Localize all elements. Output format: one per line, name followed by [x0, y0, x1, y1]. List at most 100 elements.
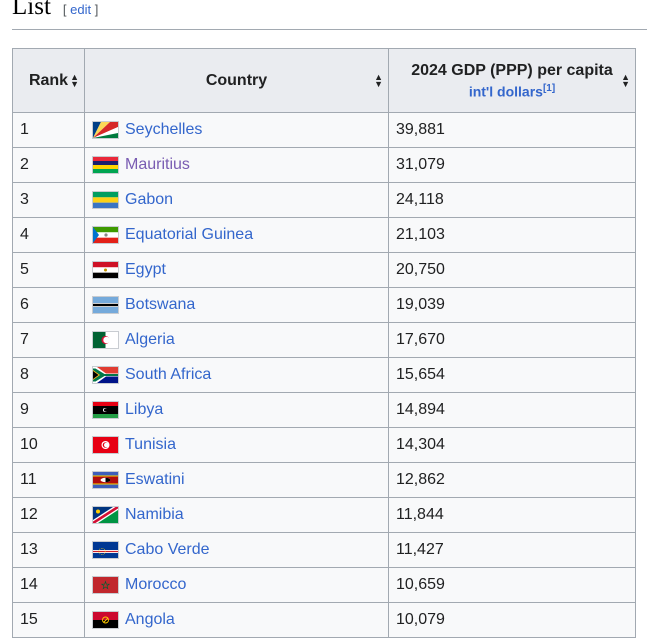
country-entry: Namibia	[92, 506, 381, 524]
country-cell: South Africa	[85, 358, 389, 393]
gdp-ranking-table: Rank ▲▼ Country ▲▼ 2024 GDP (PPP) per ca…	[12, 48, 636, 638]
edit-bracket-open: [	[63, 2, 67, 17]
country-link[interactable]: Gabon	[125, 191, 173, 209]
country-link[interactable]: Equatorial Guinea	[125, 226, 253, 244]
rank-cell: 15	[13, 603, 85, 638]
country-header-label: Country	[206, 72, 267, 89]
gdp-value-cell: 11,844	[389, 498, 636, 533]
country-link[interactable]: Tunisia	[125, 436, 176, 454]
sort-arrows-icon[interactable]: ▲▼	[374, 74, 383, 88]
seychelles-flag-icon[interactable]	[92, 121, 119, 139]
rank-cell: 7	[13, 323, 85, 358]
table-row: 15 Angola 10,079	[13, 603, 636, 638]
country-entry: Gabon	[92, 191, 381, 209]
country-entry: Botswana	[92, 296, 381, 314]
country-link[interactable]: Eswatini	[125, 471, 185, 489]
angola-flag-icon[interactable]	[92, 611, 119, 629]
libya-flag-icon[interactable]	[92, 401, 119, 419]
country-link[interactable]: South Africa	[125, 366, 211, 384]
mauritius-flag-icon[interactable]	[92, 156, 119, 174]
rank-cell: 11	[13, 463, 85, 498]
gdp-value-cell: 24,118	[389, 183, 636, 218]
rank-cell: 4	[13, 218, 85, 253]
gdp-value-cell: 10,079	[389, 603, 636, 638]
sort-arrows-icon[interactable]: ▲▼	[621, 74, 630, 88]
table-row: 8 South Africa 15,654	[13, 358, 636, 393]
country-link[interactable]: Morocco	[125, 576, 186, 594]
gdp-value-cell: 21,103	[389, 218, 636, 253]
intl-dollars-link[interactable]: int'l dollars	[469, 83, 543, 99]
rank-cell: 5	[13, 253, 85, 288]
gdp-unit: int'l dollars[1]	[396, 83, 628, 100]
botswana-flag-icon[interactable]	[92, 296, 119, 314]
country-cell: Angola	[85, 603, 389, 638]
gdp-value-cell: 11,427	[389, 533, 636, 568]
country-entry: Algeria	[92, 331, 381, 349]
section-title: List	[12, 0, 51, 22]
table-row: 13 Cabo Verde 11,427	[13, 533, 636, 568]
rank-cell: 14	[13, 568, 85, 603]
tunisia-flag-icon[interactable]	[92, 436, 119, 454]
country-link[interactable]: Algeria	[125, 331, 175, 349]
gabon-flag-icon[interactable]	[92, 191, 119, 209]
namibia-flag-icon[interactable]	[92, 506, 119, 524]
edit-section: [ edit ]	[63, 2, 98, 17]
section-heading: List [ edit ]	[12, 0, 98, 22]
country-cell: Mauritius	[85, 148, 389, 183]
country-cell: Eswatini	[85, 463, 389, 498]
rank-cell: 10	[13, 428, 85, 463]
rank-cell: 1	[13, 113, 85, 148]
reference-link[interactable]: [1]	[543, 83, 555, 94]
country-column-header[interactable]: Country ▲▼	[85, 49, 389, 113]
gdp-value-cell: 15,654	[389, 358, 636, 393]
country-cell: Tunisia	[85, 428, 389, 463]
country-link[interactable]: Seychelles	[125, 121, 202, 139]
egypt-flag-icon[interactable]	[92, 261, 119, 279]
rank-cell: 13	[13, 533, 85, 568]
rank-cell: 12	[13, 498, 85, 533]
algeria-flag-icon[interactable]	[92, 331, 119, 349]
sort-arrows-icon[interactable]: ▲▼	[70, 74, 79, 88]
heading-divider	[12, 29, 647, 30]
gdp-value-cell: 19,039	[389, 288, 636, 323]
rank-header-label: Rank	[29, 72, 68, 89]
country-link[interactable]: Namibia	[125, 506, 184, 524]
south-africa-flag-icon[interactable]	[92, 366, 119, 384]
country-cell: Botswana	[85, 288, 389, 323]
country-entry: Seychelles	[92, 121, 381, 139]
edit-link[interactable]: edit	[70, 2, 91, 17]
table-row: 1 Seychelles 39,881	[13, 113, 636, 148]
country-cell: Namibia	[85, 498, 389, 533]
country-entry: Mauritius	[92, 156, 381, 174]
country-link[interactable]: Cabo Verde	[125, 541, 210, 559]
eswatini-flag-icon[interactable]	[92, 471, 119, 489]
rank-column-header[interactable]: Rank ▲▼	[13, 49, 85, 113]
morocco-flag-icon[interactable]	[92, 576, 119, 594]
country-link[interactable]: Egypt	[125, 261, 166, 279]
rank-cell: 8	[13, 358, 85, 393]
country-entry: Morocco	[92, 576, 381, 594]
country-entry: Equatorial Guinea	[92, 226, 381, 244]
gdp-value-cell: 39,881	[389, 113, 636, 148]
country-link[interactable]: Mauritius	[125, 156, 190, 174]
country-cell: Seychelles	[85, 113, 389, 148]
table-row: 4 Equatorial Guinea 21,103	[13, 218, 636, 253]
country-link[interactable]: Botswana	[125, 296, 195, 314]
cabo-verde-flag-icon[interactable]	[92, 541, 119, 559]
country-cell: Gabon	[85, 183, 389, 218]
equatorial-guinea-flag-icon[interactable]	[92, 226, 119, 244]
gdp-value-cell: 17,670	[389, 323, 636, 358]
gdp-column-header[interactable]: 2024 GDP (PPP) per capita int'l dollars[…	[389, 49, 636, 113]
country-link[interactable]: Libya	[125, 401, 163, 419]
table-row: 5 Egypt 20,750	[13, 253, 636, 288]
table-row: 12 Namibia 11,844	[13, 498, 636, 533]
gdp-value-cell: 20,750	[389, 253, 636, 288]
country-entry: Cabo Verde	[92, 541, 381, 559]
country-link[interactable]: Angola	[125, 611, 175, 629]
gdp-value-cell: 14,304	[389, 428, 636, 463]
rank-cell: 6	[13, 288, 85, 323]
country-cell: Libya	[85, 393, 389, 428]
country-entry: Libya	[92, 401, 381, 419]
